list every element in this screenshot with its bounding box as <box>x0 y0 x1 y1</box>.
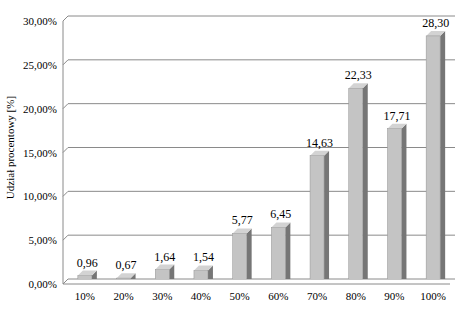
grid-depth <box>63 60 68 65</box>
x-tick-label: 50% <box>230 290 250 302</box>
bar-group <box>155 265 174 279</box>
bar <box>194 270 208 279</box>
y-axis-label: Udział procentowy [%] <box>4 96 16 199</box>
bar-group <box>349 83 368 279</box>
data-label: 0,67 <box>116 258 137 272</box>
bar-group <box>233 228 252 279</box>
bar-side <box>324 151 329 279</box>
x-tick-label: 90% <box>384 290 404 302</box>
data-label: 17,71 <box>383 109 410 123</box>
data-labels: 0,96 0,67 1,64 1,54 5,77 6,45 14,63 22,33 17,71 2… <box>77 16 449 272</box>
bar-top <box>271 222 290 227</box>
bar-top <box>349 83 368 88</box>
x-tick-label: 20% <box>113 290 133 302</box>
bar-top <box>155 265 174 270</box>
x-tick-label: 80% <box>346 290 366 302</box>
bar-side <box>285 222 290 279</box>
data-label: 5,77 <box>232 213 253 227</box>
bar <box>78 276 92 279</box>
bar-top <box>78 271 97 276</box>
y-tick-label: 25,00% <box>23 59 57 71</box>
grid-depth <box>63 148 68 153</box>
bar-top <box>426 31 445 36</box>
bar-group <box>194 265 213 279</box>
x-tick-label: 10% <box>75 290 95 302</box>
x-tick-label: 100% <box>420 290 446 302</box>
bar <box>310 156 324 279</box>
bar <box>426 36 440 279</box>
grid-line <box>68 16 455 17</box>
grid-depth <box>63 191 68 196</box>
y-tick-label: 30,00% <box>23 15 57 27</box>
grid-depth <box>63 279 68 284</box>
bar <box>387 129 401 279</box>
data-label: 22,33 <box>345 68 372 82</box>
x-tick-label: 60% <box>268 290 288 302</box>
chart-root: 0,00% 5,00% 10,00% 15,00% 20,00% 25,00% 30,00%… <box>0 0 460 309</box>
data-label: 6,45 <box>270 207 291 221</box>
data-label: 28,30 <box>422 16 449 30</box>
grid-depth <box>63 104 68 109</box>
bar <box>349 88 363 279</box>
bar <box>117 278 131 279</box>
data-label: 1,64 <box>154 250 175 264</box>
bar <box>271 227 285 279</box>
grid-line <box>68 59 455 60</box>
grid-depth <box>63 16 68 21</box>
bar-top <box>387 124 406 129</box>
bar-side <box>440 31 445 279</box>
y-tick-label: 15,00% <box>23 147 57 159</box>
y-tick-label: 0,00% <box>29 278 57 290</box>
chart: 0,00% 5,00% 10,00% 15,00% 20,00% 25,00% 30,00%… <box>0 0 460 309</box>
x-tick-label: 70% <box>307 290 327 302</box>
bar-top <box>117 273 136 278</box>
grid-depth <box>63 235 68 240</box>
bar-group <box>426 31 445 279</box>
bar-group <box>117 273 136 279</box>
data-label: 14,63 <box>306 136 333 150</box>
bars <box>78 31 445 279</box>
bar-top <box>233 228 252 233</box>
y-tick-label: 10,00% <box>23 190 57 202</box>
x-tick-label: 30% <box>152 290 172 302</box>
bar-group <box>271 222 290 279</box>
bar-top <box>194 265 213 270</box>
bar-top <box>310 151 329 156</box>
grid <box>63 16 455 284</box>
y-tick-label: 20,00% <box>23 103 57 115</box>
data-label: 0,96 <box>77 256 98 270</box>
data-label: 1,54 <box>193 250 214 264</box>
y-axis <box>63 21 64 284</box>
grid-line <box>68 103 455 104</box>
bar <box>233 233 247 279</box>
x-axis <box>63 284 450 285</box>
bar <box>155 270 169 279</box>
bar-side <box>363 83 368 279</box>
x-tick-label: 40% <box>191 290 211 302</box>
bar-group <box>387 124 406 279</box>
bar-group <box>310 151 329 279</box>
bar-side <box>247 228 252 279</box>
bar-side <box>401 124 406 279</box>
bar-group <box>78 271 97 279</box>
y-tick-label: 5,00% <box>29 234 57 246</box>
